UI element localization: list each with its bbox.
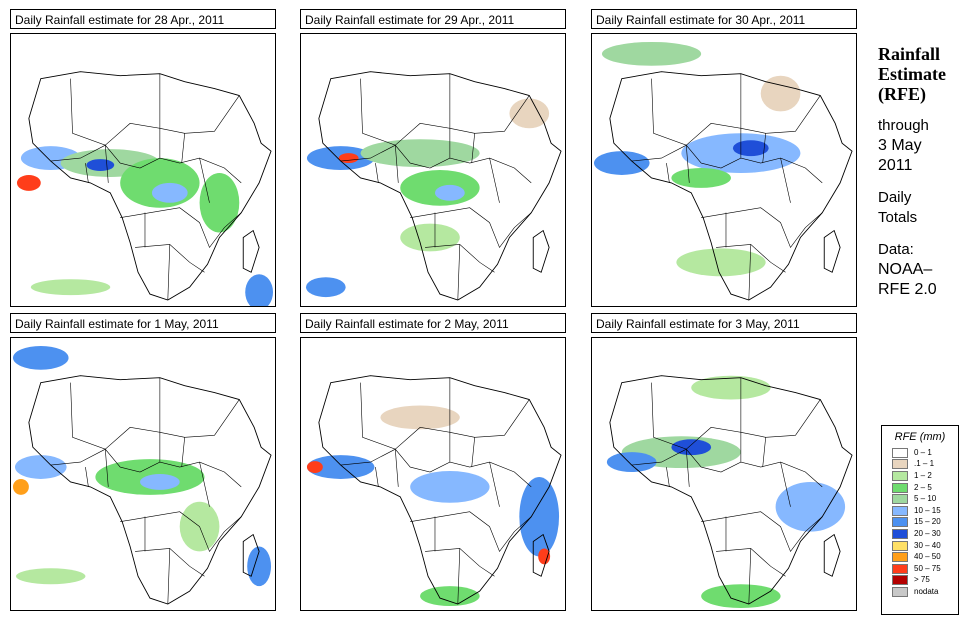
legend-label: 40 – 50 (914, 552, 941, 562)
end-year: 2011 (878, 157, 913, 174)
legend-swatch (892, 470, 908, 481)
legend-swatch (892, 552, 908, 563)
heading-line: Rainfall (878, 44, 941, 64)
rainfall-map (591, 33, 857, 307)
legend-swatch (892, 575, 908, 586)
panel-title: Daily Rainfall estimate for 30 Apr., 201… (591, 9, 857, 29)
rainfall-panel-6: Daily Rainfall estimate for 3 May, 2011 (591, 313, 859, 613)
legend-label: 5 – 10 (914, 494, 937, 504)
legend-swatch (892, 528, 908, 539)
panel-title: Daily Rainfall estimate for 2 May, 2011 (300, 313, 566, 333)
legend-item: 15 – 20 (882, 517, 958, 529)
period-label: Totals (878, 209, 918, 226)
legend-item: 30 – 40 (882, 540, 958, 552)
legend-item: 40 – 50 (882, 551, 958, 563)
legend-label: 1 – 2 (914, 470, 932, 480)
legend-item: 10 – 15 (882, 505, 958, 517)
title-block: Rainfall Estimate (RFE) through 3 May 20… (878, 44, 964, 300)
data-source: NOAA– (878, 261, 933, 278)
legend-label: 2 – 5 (914, 482, 932, 492)
rainfall-map (10, 33, 276, 307)
legend-item: nodata (882, 586, 958, 598)
panel-title: Daily Rainfall estimate for 3 May, 2011 (591, 313, 857, 333)
legend-swatch (892, 482, 908, 493)
period-label: Daily (878, 189, 912, 206)
legend-label: > 75 (914, 575, 930, 585)
legend-label: 20 – 30 (914, 528, 941, 538)
legend-swatch (892, 505, 908, 516)
rainfall-panel-2: Daily Rainfall estimate for 29 Apr., 201… (300, 9, 568, 309)
legend-title: RFE (mm) (894, 431, 946, 443)
legend-item: 50 – 75 (882, 563, 958, 575)
legend-label: nodata (914, 586, 939, 596)
rainfall-panel-1: Daily Rainfall estimate for 28 Apr., 201… (10, 9, 278, 309)
panel-title: Daily Rainfall estimate for 1 May, 2011 (10, 313, 276, 333)
legend-swatch (892, 517, 908, 528)
legend-item: > 75 (882, 575, 958, 587)
legend-item: 0 – 1 (882, 447, 958, 459)
panel-title: Daily Rainfall estimate for 29 Apr., 201… (300, 9, 566, 29)
legend-swatch (892, 586, 908, 597)
through-label: through (878, 117, 929, 134)
data-source: RFE 2.0 (878, 281, 937, 298)
legend-swatch (892, 540, 908, 551)
end-date: 3 May (878, 137, 922, 154)
legend-label: .1 – 1 (914, 459, 935, 469)
panel-title: Daily Rainfall estimate for 28 Apr., 201… (10, 9, 276, 29)
legend-label: 50 – 75 (914, 563, 941, 573)
legend-item: .1 – 1 (882, 459, 958, 471)
legend-label: 30 – 40 (914, 540, 941, 550)
legend-label: 15 – 20 (914, 517, 941, 527)
rainfall-panel-4: Daily Rainfall estimate for 1 May, 2011 (10, 313, 278, 613)
legend-label: 10 – 15 (914, 505, 941, 515)
rainfall-map (300, 33, 566, 307)
rainfall-panel-5: Daily Rainfall estimate for 2 May, 2011 (300, 313, 568, 613)
legend-item: 20 – 30 (882, 528, 958, 540)
rainfall-panel-3: Daily Rainfall estimate for 30 Apr., 201… (591, 9, 859, 309)
legend-swatch (892, 494, 908, 505)
legend-label: 0 – 1 (914, 447, 932, 457)
legend-swatch (892, 447, 908, 458)
rainfall-map (300, 337, 566, 611)
data-label: Data: (878, 241, 914, 258)
legend-item: 1 – 2 (882, 470, 958, 482)
legend-item: 5 – 10 (882, 493, 958, 505)
heading-line: (RFE) (878, 84, 926, 104)
heading-line: Estimate (878, 64, 946, 84)
legend-swatch (892, 459, 908, 470)
rainfall-map (591, 337, 857, 611)
legend-swatch (892, 563, 908, 574)
rainfall-map (10, 337, 276, 611)
legend-item: 2 – 5 (882, 482, 958, 494)
